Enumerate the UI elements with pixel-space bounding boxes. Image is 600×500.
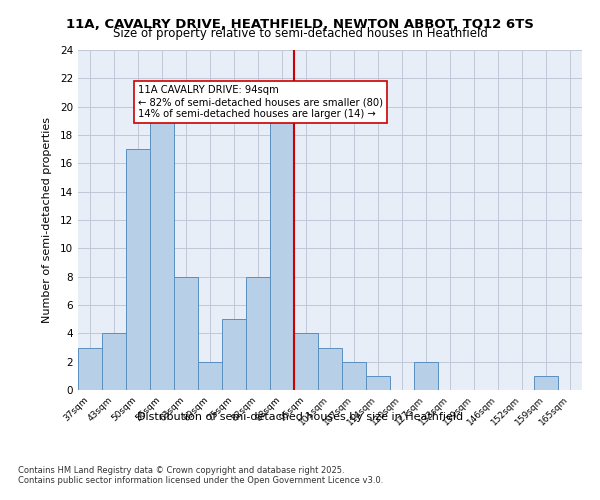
Bar (414, 362, 438, 390)
Bar (534, 376, 558, 390)
Y-axis label: Number of semi-detached properties: Number of semi-detached properties (41, 117, 52, 323)
Bar (78, 348, 102, 390)
Bar (318, 348, 342, 390)
Text: Contains HM Land Registry data © Crown copyright and database right 2025.
Contai: Contains HM Land Registry data © Crown c… (18, 466, 383, 485)
Text: 11A CAVALRY DRIVE: 94sqm
← 82% of semi-detached houses are smaller (80)
14% of s: 11A CAVALRY DRIVE: 94sqm ← 82% of semi-d… (138, 86, 383, 118)
Bar (102, 334, 126, 390)
Bar (366, 376, 390, 390)
Text: 11A, CAVALRY DRIVE, HEATHFIELD, NEWTON ABBOT, TQ12 6TS: 11A, CAVALRY DRIVE, HEATHFIELD, NEWTON A… (66, 18, 534, 30)
Bar (342, 362, 366, 390)
Bar (270, 121, 294, 390)
Text: Size of property relative to semi-detached houses in Heathfield: Size of property relative to semi-detach… (113, 28, 487, 40)
Bar (246, 276, 270, 390)
Bar (174, 276, 198, 390)
Bar (294, 334, 318, 390)
Text: Distribution of semi-detached houses by size in Heathfield: Distribution of semi-detached houses by … (137, 412, 463, 422)
Bar (150, 121, 174, 390)
Bar (198, 362, 222, 390)
Bar (126, 149, 150, 390)
Bar (222, 319, 246, 390)
